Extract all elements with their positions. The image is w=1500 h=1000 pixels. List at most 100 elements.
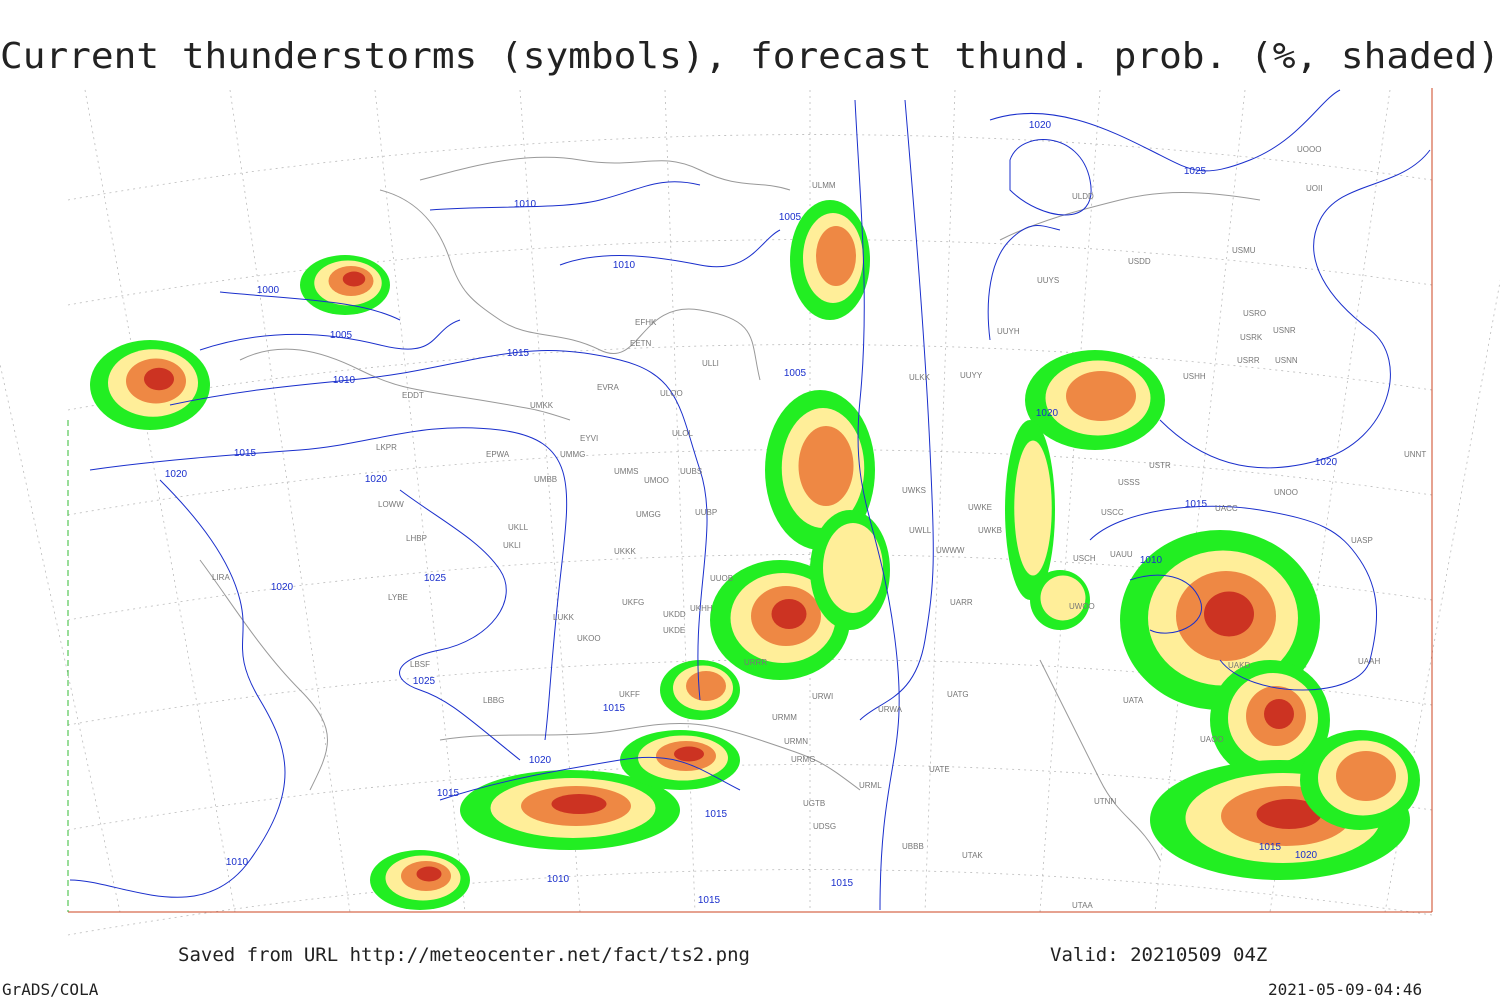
- station-label: UNNT: [1404, 450, 1426, 459]
- station-label: LIRA: [212, 573, 230, 582]
- station-label: UWOO: [1069, 602, 1095, 611]
- station-label: URWI: [812, 692, 833, 701]
- station-label: USHH: [1183, 372, 1206, 381]
- isobar: [69, 479, 286, 898]
- station-label: LKPR: [376, 443, 397, 452]
- coastline: [239, 348, 571, 421]
- title: Current thunderstorms (symbols), forecas…: [0, 36, 1500, 77]
- shading: [416, 866, 442, 882]
- isobar-label: 1020: [365, 474, 388, 485]
- isobar-label: 1020: [1295, 850, 1318, 861]
- graticule-line: [67, 449, 1433, 516]
- station-label: UKFF: [619, 690, 640, 699]
- station-label: UATE: [929, 765, 950, 774]
- shading: [1204, 591, 1254, 637]
- station-label: EYVI: [580, 434, 598, 443]
- station-label: UUOB: [710, 574, 733, 583]
- timestamp: 2021-05-09-04:46: [1268, 980, 1422, 999]
- graticule-line: [1269, 89, 1391, 913]
- valid-time: Valid: 20210509 04Z: [1050, 944, 1267, 966]
- station-label: URRR: [744, 658, 767, 667]
- graticule-line: [84, 89, 236, 913]
- station-label: LBSF: [410, 660, 430, 669]
- station-label: UWKE: [968, 503, 992, 512]
- station-labels: ULMM ULDD UOOO UOII USDD USMU UUYS USRO USRK USNR…: [212, 145, 1426, 910]
- station-label: USDD: [1128, 257, 1151, 266]
- isobar-label: 1005: [330, 330, 353, 341]
- station-label: UDSG: [813, 822, 836, 831]
- station-label: URMN: [784, 737, 808, 746]
- station-label: UAUU: [1110, 550, 1133, 559]
- station-label: UAAH: [1358, 657, 1380, 666]
- station-label: UWKS: [902, 486, 926, 495]
- isobar-label: 1015: [705, 809, 728, 820]
- isobar-label: 1025: [424, 573, 447, 584]
- station-label: URWA: [878, 705, 903, 714]
- isobar-label: 1010: [514, 199, 537, 210]
- shading: [1066, 371, 1136, 421]
- station-label: UKOO: [577, 634, 601, 643]
- station-label: UBBB: [902, 842, 924, 851]
- station-label: URML: [859, 781, 882, 790]
- station-label: EDDT: [402, 391, 424, 400]
- isobar: [199, 319, 461, 351]
- coastline: [999, 192, 1261, 241]
- coastline: [379, 189, 761, 381]
- software: GrADS/COLA: [2, 980, 99, 999]
- isobar-label: 1010: [613, 260, 636, 271]
- coastline: [419, 156, 791, 191]
- isobar-label: 1015: [1185, 499, 1208, 510]
- station-label: UUBP: [695, 508, 717, 517]
- isobar-label: 1015: [507, 348, 530, 359]
- station-label: UMMS: [614, 467, 638, 476]
- station-label: UWLL: [909, 526, 932, 535]
- station-label: URMM: [772, 713, 797, 722]
- isobar-label: 1015: [831, 878, 854, 889]
- isobar-label: 1015: [603, 703, 626, 714]
- station-label: ULLI: [702, 359, 719, 368]
- station-label: UKHH: [690, 604, 713, 613]
- isobar-label: 1015: [1259, 842, 1282, 853]
- coastlines: [199, 156, 1261, 861]
- station-label: USSS: [1118, 478, 1140, 487]
- isobar: [169, 350, 708, 701]
- station-label: USNR: [1273, 326, 1296, 335]
- station-label: USRK: [1240, 333, 1263, 342]
- station-label: UOII: [1306, 184, 1322, 193]
- isobar-label: 1005: [779, 212, 802, 223]
- shading: [342, 271, 366, 287]
- station-label: USTR: [1149, 461, 1171, 470]
- station-label: UACC: [1215, 504, 1238, 513]
- station-label: UAKD: [1228, 661, 1250, 670]
- graticule-line: [229, 89, 351, 913]
- shading: [674, 746, 704, 762]
- station-label: UKKK: [614, 547, 636, 556]
- station-label: UTAA: [1072, 901, 1093, 910]
- graticule-line: [67, 869, 1433, 936]
- station-label: UATA: [1123, 696, 1144, 705]
- shading: [771, 599, 807, 629]
- isobar: [219, 291, 401, 321]
- isobar-label: 1020: [165, 469, 188, 480]
- isobar: [987, 225, 1061, 341]
- station-label: UASP: [1351, 536, 1373, 545]
- station-label: UKDE: [663, 626, 685, 635]
- saved-url: Saved from URL http://meteocenter.net/fa…: [178, 944, 750, 966]
- shading: [816, 226, 856, 286]
- isobar-labels: 1010 1000 1005 1010 1015 1010 1005 1005 1015 1020…: [165, 120, 1338, 906]
- station-label: UMMG: [560, 450, 585, 459]
- station-label: UTAK: [962, 851, 983, 860]
- shading: [1256, 799, 1322, 829]
- isobar: [559, 229, 781, 268]
- station-label: UNOO: [1274, 488, 1298, 497]
- station-label: UATG: [947, 690, 969, 699]
- graticule-line: [67, 134, 1433, 201]
- station-label: USCC: [1101, 508, 1124, 517]
- isobar-label: 1000: [257, 285, 280, 296]
- station-label: EFHK: [635, 318, 657, 327]
- isobar-label: 1020: [1315, 457, 1338, 468]
- station-label: UUYH: [997, 327, 1020, 336]
- station-label: UMOO: [644, 476, 669, 485]
